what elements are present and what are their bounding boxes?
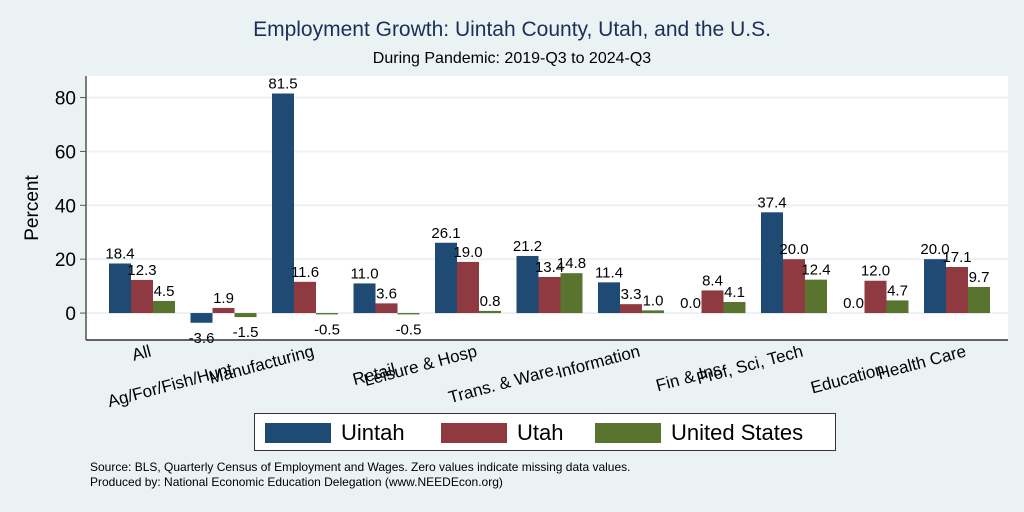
y-tick-label: 60: [55, 142, 76, 163]
data-label-uintah: 21.2: [513, 238, 542, 255]
y-ticks: 0 20 40 60 80: [55, 89, 86, 325]
data-label-united-states: 4.5: [154, 283, 175, 300]
data-labels: 18.412.3 4.5 -3.6 1.9 -1.5 81.5 11.6 -0.5 11.0 3.…: [105, 76, 989, 347]
bar-united-states: [968, 286, 990, 314]
bar-united-states: [397, 313, 420, 315]
data-label-united-states: 9.7: [969, 269, 990, 286]
data-label-uintah: 0.0: [843, 295, 864, 312]
bar-utah: [538, 276, 561, 314]
data-label-uintah: 26.1: [431, 225, 460, 242]
bar-uintah: [516, 255, 539, 314]
data-label-united-states: -0.5: [396, 321, 422, 338]
bar-united-states: [723, 302, 746, 314]
bar-utah: [946, 266, 968, 314]
x-tick-label: Manufacturing: [207, 342, 316, 388]
data-label-united-states: -0.5: [314, 321, 340, 338]
bar-uintah: [272, 93, 294, 314]
legend-item-united-states: United States: [595, 420, 804, 445]
data-label-uintah: -3.6: [189, 330, 215, 347]
legend-swatch-uintah: [265, 423, 331, 443]
y-tick-label: 80: [55, 89, 76, 110]
data-label-uintah: 81.5: [268, 76, 297, 93]
data-label-utah: 8.4: [702, 272, 723, 289]
y-tick-label: 20: [55, 250, 76, 271]
legend-label-uintah: Uintah: [341, 420, 405, 445]
bar-uintah: [190, 313, 213, 323]
data-label-utah: 11.6: [291, 264, 319, 281]
bar-utah: [783, 259, 805, 314]
source-note: Source: BLS, Quarterly Census of Employm…: [90, 460, 631, 474]
bar-utah: [212, 307, 235, 314]
bar-uintah: [109, 263, 131, 314]
data-label-uintah: 20.0: [920, 241, 949, 258]
bar-utah: [701, 290, 724, 314]
x-tick-label: Information: [555, 342, 642, 382]
x-tick-label: Prof, Sci, Tech: [695, 342, 805, 389]
bar-uintah: [353, 283, 376, 314]
data-label-utah: 3.3: [621, 286, 642, 303]
legend-item-uintah: Uintah: [265, 420, 405, 445]
data-label-united-states: 1.0: [643, 292, 664, 309]
bar-united-states: [560, 273, 583, 314]
data-label-uintah: 37.4: [757, 194, 786, 211]
legend-swatch-united-states: [595, 423, 661, 443]
bar-utah: [375, 303, 398, 314]
bar-utah: [131, 279, 153, 314]
bar-utah: [864, 280, 887, 314]
legend-label-united-states: United States: [671, 420, 804, 445]
bar-united-states: [316, 313, 338, 315]
legend-item-utah: Utah: [441, 420, 564, 445]
x-tick-label: Trans. & Ware.: [446, 360, 560, 408]
bar-uintah: [598, 282, 620, 314]
data-label-united-states: 4.1: [724, 284, 745, 301]
data-label-utah: 19.0: [453, 244, 482, 261]
legend-swatch-utah: [441, 423, 507, 443]
bar-united-states: [805, 279, 827, 314]
data-label-uintah: 18.4: [105, 245, 134, 262]
bar-united-states: [886, 300, 909, 314]
data-label-united-states: -1.5: [233, 324, 259, 341]
data-label-uintah: 0.0: [680, 295, 701, 312]
data-label-united-states: 12.4: [801, 262, 830, 279]
data-label-united-states: 14.8: [557, 255, 586, 272]
chart-title: Employment Growth: Uintah County, Utah, …: [253, 18, 771, 41]
bar-united-states: [153, 300, 175, 314]
bar-united-states: [234, 313, 257, 318]
data-label-united-states: 0.8: [480, 293, 501, 310]
legend: Uintah Utah United States: [254, 413, 836, 451]
bar-utah: [457, 261, 479, 314]
chart-subtitle: During Pandemic: 2019-Q3 to 2024-Q3: [372, 50, 652, 67]
producer-note: Produced by: National Economic Education…: [90, 475, 503, 489]
data-label-utah: 12.0: [861, 263, 890, 280]
data-label-utah: 13.4: [535, 259, 564, 276]
bar-uintah: [924, 259, 946, 314]
data-label-utah: 17.1: [942, 249, 971, 266]
x-tick-label: Health Care: [875, 342, 968, 384]
y-tick-label: 40: [55, 196, 76, 217]
data-label-utah: 3.6: [376, 285, 397, 302]
bar-utah: [620, 304, 642, 314]
data-label-uintah: 11.4: [595, 264, 623, 281]
bar-uintah: [761, 212, 783, 314]
bars: [109, 93, 990, 323]
bar-uintah: [435, 242, 457, 314]
bar-united-states: [479, 310, 501, 314]
data-label-utah: 20.0: [779, 241, 808, 258]
bar-utah: [294, 281, 316, 314]
legend-label-utah: Utah: [517, 420, 564, 445]
data-label-uintah: 11.0: [350, 265, 378, 282]
y-tick-label: 0: [65, 304, 76, 325]
data-label-utah: 12.3: [127, 262, 156, 279]
bar-united-states: [642, 310, 664, 314]
x-tick-label: All: [130, 342, 153, 365]
data-label-united-states: 4.7: [887, 282, 908, 299]
data-label-utah: 1.9: [213, 290, 234, 307]
y-axis-label: Percent: [22, 175, 43, 241]
